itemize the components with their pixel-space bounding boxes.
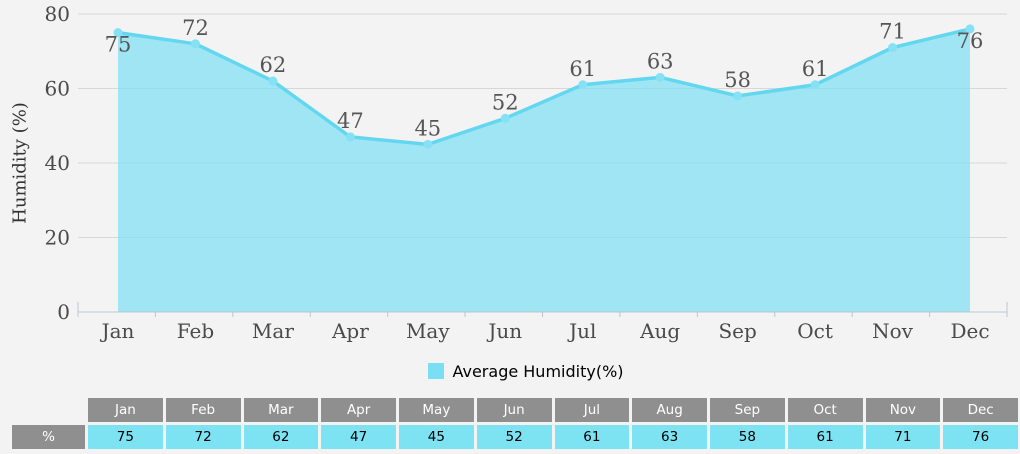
data-point-marker[interactable] bbox=[113, 28, 123, 38]
table-header-cell-oct: Oct bbox=[787, 398, 863, 422]
data-point-marker[interactable] bbox=[655, 72, 665, 82]
table-header-cell-aug: Aug bbox=[632, 398, 707, 422]
data-label: 76 bbox=[957, 29, 984, 53]
data-point-marker[interactable] bbox=[268, 76, 278, 86]
data-label: 61 bbox=[569, 57, 596, 81]
table-value-cell-may: 45 bbox=[399, 425, 474, 449]
table-header-cell-mar: Mar bbox=[243, 398, 319, 422]
table-value-cell-dec: 76 bbox=[943, 425, 1018, 449]
x-axis-label-dec: Dec bbox=[950, 319, 989, 343]
legend-swatch-icon bbox=[428, 363, 445, 379]
table-header-cell-sep: Sep bbox=[710, 398, 785, 422]
x-axis-label-jan: Jan bbox=[100, 319, 135, 343]
table-header-cell-nov: Nov bbox=[865, 398, 941, 422]
x-axis-label-aug: Aug bbox=[639, 319, 680, 343]
x-axis-label-nov: Nov bbox=[872, 319, 914, 343]
x-axis-label-may: May bbox=[406, 319, 450, 343]
x-axis-label-oct: Oct bbox=[797, 319, 833, 343]
table-value-cell-apr: 47 bbox=[321, 425, 396, 449]
table-header-cell-dec: Dec bbox=[943, 398, 1018, 422]
table-header-cell-jul: Jul bbox=[554, 398, 630, 422]
data-point-marker[interactable] bbox=[888, 43, 898, 53]
data-label: 63 bbox=[647, 49, 674, 73]
data-point-marker[interactable] bbox=[423, 139, 433, 149]
data-point-marker[interactable] bbox=[578, 80, 588, 90]
table-value-cell-jul: 61 bbox=[554, 425, 630, 449]
table-header-cell-jun: Jun bbox=[476, 398, 552, 422]
data-label: 45 bbox=[414, 116, 441, 140]
data-point-marker[interactable] bbox=[965, 24, 975, 34]
data-label: 72 bbox=[182, 16, 209, 40]
humidity-area-chart: 75 72 62 47 45 52 61 63 58 61 71 76 0 20 40 60 80 Jan Feb M… bbox=[9, 2, 1008, 343]
y-axis-title: Humidity (%) bbox=[9, 102, 31, 224]
x-axis-label-jul: Jul bbox=[567, 319, 596, 343]
table-row-label-cell: % bbox=[12, 425, 85, 449]
data-label: 52 bbox=[492, 90, 519, 114]
table-header-cell-apr: Apr bbox=[321, 398, 396, 422]
data-label: 71 bbox=[879, 20, 906, 44]
chart-canvas: 75 72 62 47 45 52 61 63 58 61 71 76 0 20 40 60 80 Jan Feb M… bbox=[45, 2, 1008, 343]
data-label: 58 bbox=[724, 68, 751, 92]
table-value-cell-jan: 75 bbox=[88, 425, 163, 449]
table-corner-cell bbox=[12, 398, 85, 422]
table-header-cell-feb: Feb bbox=[165, 398, 241, 422]
data-point-marker[interactable] bbox=[190, 39, 200, 49]
data-label: 62 bbox=[260, 53, 287, 77]
monthly-humidity-table: Jan Feb Mar Apr May Jun Jul Aug Sep Oct Nov Dec% 75 7… bbox=[12, 398, 1018, 449]
x-axis-label-feb: Feb bbox=[177, 319, 214, 343]
chart-legend[interactable]: Average Humidity(%) bbox=[16, 361, 1020, 381]
x-axis-label-jun: Jun bbox=[486, 319, 522, 343]
data-point-marker[interactable] bbox=[345, 132, 355, 142]
y-axis-tick-label: 0 bbox=[57, 300, 70, 324]
y-axis-tick-label: 40 bbox=[45, 151, 70, 175]
legend-label: Average Humidity(%) bbox=[452, 361, 624, 381]
y-axis-tick-label: 20 bbox=[45, 226, 70, 250]
data-point-marker[interactable] bbox=[500, 113, 510, 123]
humidity-line bbox=[117, 27, 971, 147]
x-axis-label-sep: Sep bbox=[718, 319, 756, 343]
table-value-cell-feb: 72 bbox=[165, 425, 241, 449]
data-label: 47 bbox=[337, 109, 364, 133]
data-label: 75 bbox=[105, 33, 132, 57]
table-value-cell-sep: 58 bbox=[710, 425, 785, 449]
x-axis-label-mar: Mar bbox=[252, 319, 294, 343]
data-point-marker[interactable] bbox=[733, 91, 743, 101]
table-value-cell-aug: 63 bbox=[632, 425, 707, 449]
x-axis-label-apr: Apr bbox=[331, 319, 369, 343]
table-header-cell-jan: Jan bbox=[88, 398, 163, 422]
data-point-marker[interactable] bbox=[810, 80, 820, 90]
y-axis-tick-label: 80 bbox=[45, 2, 70, 26]
table-header-cell-may: May bbox=[399, 398, 474, 422]
y-axis-tick-label: 60 bbox=[45, 77, 70, 101]
table-value-cell-oct: 61 bbox=[787, 425, 863, 449]
data-label: 61 bbox=[802, 57, 829, 81]
table-value-cell-jun: 52 bbox=[476, 425, 552, 449]
table-value-cell-mar: 62 bbox=[243, 425, 319, 449]
humidity-area-fill bbox=[118, 28, 970, 313]
table-value-cell-nov: 71 bbox=[865, 425, 941, 449]
